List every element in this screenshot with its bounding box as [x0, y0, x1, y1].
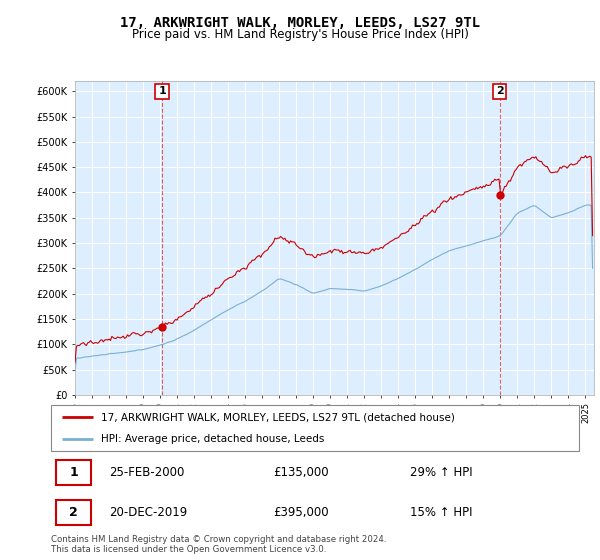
Text: 1: 1	[158, 86, 166, 96]
Text: 15% ↑ HPI: 15% ↑ HPI	[410, 506, 473, 519]
Text: 17, ARKWRIGHT WALK, MORLEY, LEEDS, LS27 9TL (detached house): 17, ARKWRIGHT WALK, MORLEY, LEEDS, LS27 …	[101, 412, 455, 422]
Text: Contains HM Land Registry data © Crown copyright and database right 2024.
This d: Contains HM Land Registry data © Crown c…	[51, 535, 386, 554]
Text: 2: 2	[496, 86, 503, 96]
Text: 29% ↑ HPI: 29% ↑ HPI	[410, 466, 473, 479]
Text: Price paid vs. HM Land Registry's House Price Index (HPI): Price paid vs. HM Land Registry's House …	[131, 28, 469, 41]
Text: 17, ARKWRIGHT WALK, MORLEY, LEEDS, LS27 9TL: 17, ARKWRIGHT WALK, MORLEY, LEEDS, LS27 …	[120, 16, 480, 30]
Text: 25-FEB-2000: 25-FEB-2000	[109, 466, 184, 479]
FancyBboxPatch shape	[56, 500, 91, 525]
FancyBboxPatch shape	[51, 405, 579, 451]
Text: 1: 1	[69, 466, 78, 479]
Text: 2: 2	[69, 506, 78, 519]
Text: £135,000: £135,000	[273, 466, 328, 479]
Text: £395,000: £395,000	[273, 506, 328, 519]
Text: 20-DEC-2019: 20-DEC-2019	[109, 506, 187, 519]
Text: HPI: Average price, detached house, Leeds: HPI: Average price, detached house, Leed…	[101, 435, 325, 444]
FancyBboxPatch shape	[56, 460, 91, 486]
